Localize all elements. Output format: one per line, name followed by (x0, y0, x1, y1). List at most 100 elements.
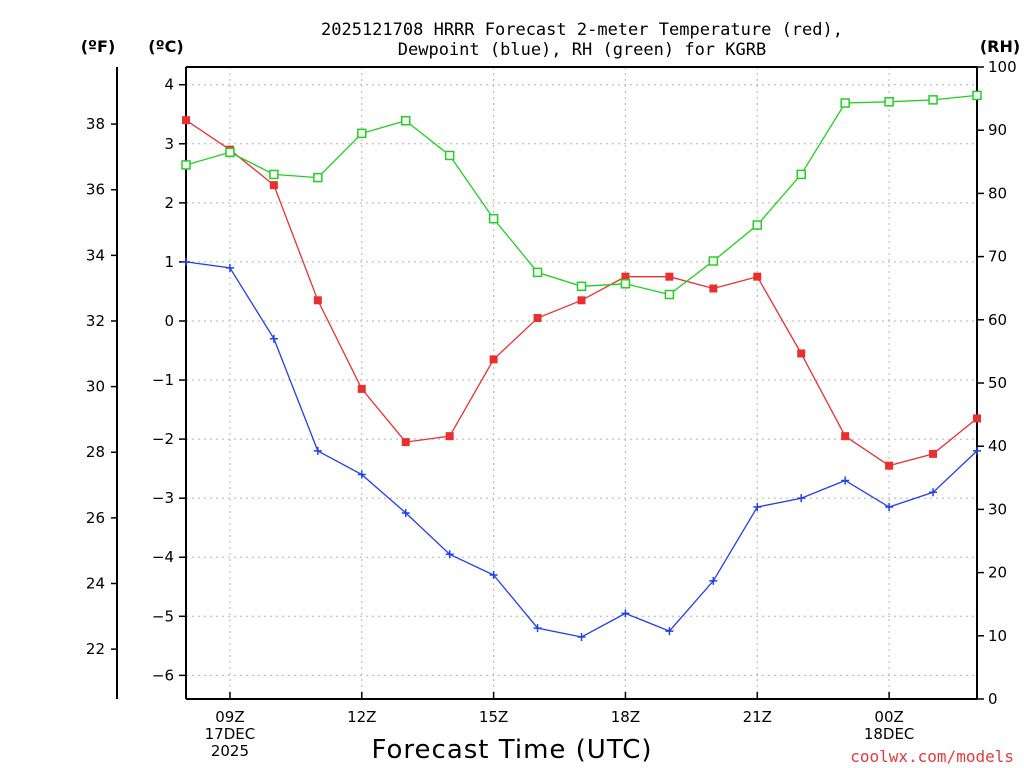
rh-tick-label: 20 (988, 564, 1007, 582)
celsius-tick-label: 1 (164, 253, 174, 271)
fahrenheit-tick-label: 24 (86, 574, 105, 592)
dewpoint-point (709, 576, 718, 585)
chart-title-line2: Dewpoint (blue), RH (green) for KGRB (398, 40, 766, 60)
dewpoint-point (753, 503, 762, 512)
x-tick-label: 00Z (874, 708, 903, 726)
temperature-point (841, 432, 850, 441)
dewpoint-point (577, 632, 586, 641)
x-tick-label: 12Z (347, 708, 376, 726)
fahrenheit-tick-label: 26 (86, 509, 105, 527)
fahrenheit-tick-label: 30 (86, 378, 105, 396)
dewpoint-point (445, 550, 454, 559)
dewpoint-point (182, 257, 190, 266)
temperature-point (753, 272, 762, 281)
fahrenheit-tick-label: 28 (86, 443, 105, 461)
fahrenheit-tick-label: 32 (86, 312, 105, 330)
rh-point (620, 279, 631, 289)
temperature-point (269, 181, 278, 190)
celsius-tick-label: 4 (164, 76, 174, 94)
temperature-point (709, 284, 718, 293)
temperature-point (885, 461, 894, 470)
fahrenheit-tick-label: 36 (86, 181, 105, 199)
chart-title-line1: 2025121708 HRRR Forecast 2-meter Tempera… (321, 20, 843, 40)
dewpoint-point (533, 624, 542, 633)
celsius-tick-label: 2 (164, 194, 174, 212)
x-tick-label: 15Z (479, 708, 508, 726)
celsius-tick-label: −2 (152, 430, 174, 448)
rh-tick-label: 0 (988, 690, 998, 708)
gridlines (186, 67, 977, 699)
temperature-point (182, 116, 190, 125)
series-layer (181, 90, 982, 641)
fahrenheit-tick-label: 38 (86, 115, 105, 133)
celsius-tick-label: 0 (164, 312, 174, 330)
temperature-point (533, 314, 542, 323)
rh-point (488, 213, 499, 224)
rh-point (796, 169, 806, 180)
x-tick-label: 18Z (611, 708, 640, 726)
rh-point (576, 281, 587, 292)
dewpoint-point (973, 446, 981, 455)
rh-point (752, 220, 763, 230)
x-axis-title: Forecast Time (UTC) (371, 735, 652, 765)
dewpoint-point (665, 627, 674, 636)
rh-point (444, 150, 455, 161)
rh-tick-label: 50 (988, 374, 1007, 392)
axes: −6−5−4−3−2−10123422242628303234363801020… (86, 58, 1017, 760)
rh-tick-label: 30 (988, 500, 1007, 518)
rh-tick-label: 80 (988, 184, 1007, 202)
rh-tick-label: 90 (988, 121, 1007, 139)
temperature-point (929, 449, 938, 458)
dewpoint-line (185, 261, 978, 638)
dewpoint-point (885, 503, 894, 512)
rh-point (313, 172, 323, 183)
rh-tick-label: 100 (988, 58, 1017, 76)
rh-point (400, 115, 411, 126)
celsius-tick-label: −6 (152, 666, 174, 684)
dewpoint-point (225, 263, 234, 272)
rh-point (840, 98, 850, 108)
temperature-point (797, 349, 806, 358)
x-tick-label: 17DEC (205, 725, 256, 743)
unit-rh-label: (RH) (980, 37, 1020, 56)
temperature-point (665, 272, 674, 281)
temperature-point (445, 432, 454, 441)
rh-point (664, 289, 675, 300)
dewpoint-point (489, 570, 498, 579)
temperature-point (621, 272, 630, 281)
dewpoint-point (269, 334, 278, 343)
celsius-tick-label: −4 (152, 548, 174, 566)
temperature-point (357, 384, 366, 393)
rh-point (225, 147, 235, 158)
celsius-tick-label: −5 (152, 607, 174, 625)
dewpoint-point (621, 609, 630, 618)
temperature-point (313, 296, 322, 305)
unit-fahrenheit-label: (ºF) (81, 37, 116, 56)
dewpoint-point (841, 476, 850, 485)
temperature-point (401, 438, 410, 447)
x-tick-label: 21Z (743, 708, 772, 726)
temperature-line (185, 119, 978, 467)
rh-point (708, 256, 719, 266)
unit-celsius-label: (ºC) (148, 37, 183, 56)
temperature-point (489, 355, 498, 364)
rh-point (269, 169, 279, 180)
rh-point (532, 267, 543, 278)
rh-point (972, 90, 982, 101)
rh-tick-label: 10 (988, 627, 1007, 645)
x-tick-label: 09Z (215, 708, 244, 726)
dewpoint-point (313, 446, 322, 455)
rh-tick-label: 70 (988, 248, 1007, 266)
rh-tick-label: 60 (988, 311, 1007, 329)
dewpoint-point (357, 470, 366, 479)
x-tick-label: 18DEC (864, 725, 915, 743)
x-tick-label: 2025 (211, 742, 249, 760)
temperature-point (973, 414, 981, 423)
dewpoint-point (929, 488, 938, 497)
temperature-point (577, 296, 586, 305)
rh-tick-label: 40 (988, 437, 1007, 455)
dewpoint-point (797, 494, 806, 503)
fahrenheit-tick-label: 22 (86, 640, 105, 658)
fahrenheit-tick-label: 34 (86, 246, 105, 264)
